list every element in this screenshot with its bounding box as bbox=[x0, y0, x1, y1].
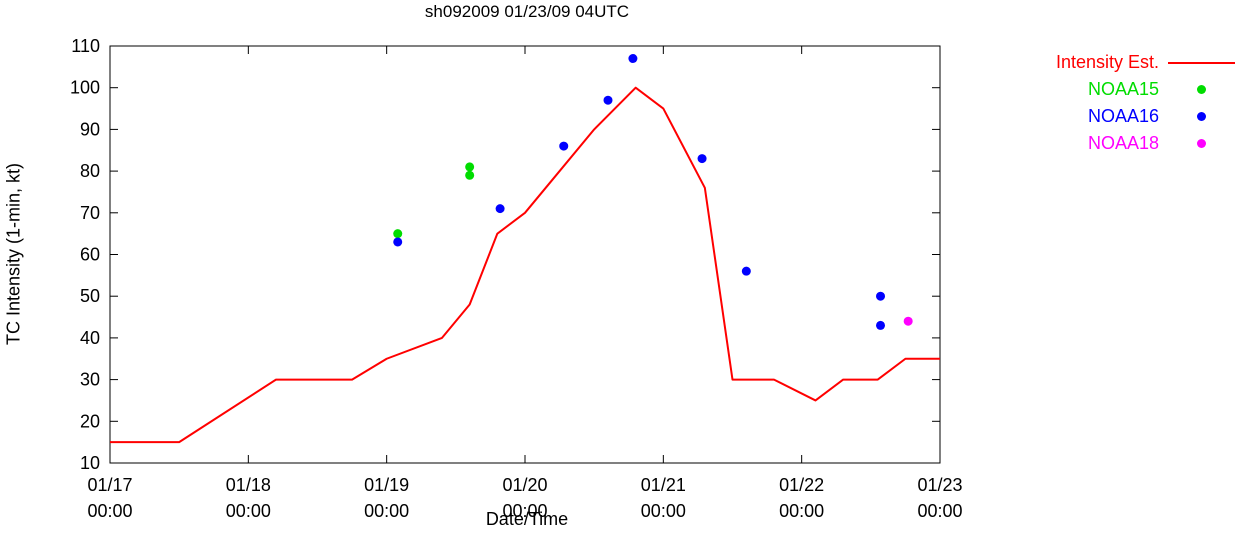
legend-label-noaa15: NOAA15 bbox=[1087, 79, 1159, 99]
x-tick-date: 01/23 bbox=[917, 475, 962, 495]
x-tick-time: 00:00 bbox=[779, 501, 824, 521]
noaa16-point bbox=[697, 154, 707, 164]
noaa15-point bbox=[465, 170, 475, 180]
legend-label-noaa16: NOAA16 bbox=[1087, 106, 1159, 126]
legend-item-noaa15: NOAA15 bbox=[1056, 76, 1235, 103]
noaa16-point bbox=[876, 291, 886, 301]
x-tick-time: 00:00 bbox=[87, 501, 132, 521]
legend-label-noaa18: NOAA18 bbox=[1087, 133, 1159, 153]
legend-dot-marker bbox=[1197, 139, 1206, 148]
y-tick-label: 60 bbox=[80, 245, 100, 265]
legend-item-noaa16: NOAA16 bbox=[1056, 103, 1235, 130]
noaa18-point bbox=[903, 316, 913, 326]
legend-dot-marker bbox=[1197, 112, 1206, 121]
noaa16-point bbox=[741, 266, 751, 276]
noaa16-point bbox=[559, 141, 569, 151]
y-tick-label: 90 bbox=[80, 119, 100, 139]
x-tick-time: 00:00 bbox=[641, 501, 686, 521]
noaa15-point bbox=[465, 162, 475, 172]
noaa18-dot-sample bbox=[1168, 130, 1235, 157]
noaa16-dot-sample bbox=[1168, 103, 1235, 130]
x-tick-date: 01/18 bbox=[226, 475, 271, 495]
x-tick-time: 00:00 bbox=[364, 501, 409, 521]
y-tick-label: 20 bbox=[80, 411, 100, 431]
y-tick-label: 80 bbox=[80, 161, 100, 181]
noaa15-dot-sample bbox=[1168, 76, 1235, 103]
red-line-sample bbox=[1168, 49, 1235, 76]
x-tick-time: 00:00 bbox=[502, 501, 547, 521]
noaa16-point bbox=[393, 237, 403, 247]
legend: Intensity Est. NOAA15 NOAA16 NOAA18 bbox=[1056, 49, 1235, 157]
y-tick-label: 30 bbox=[80, 370, 100, 390]
x-tick-date: 01/20 bbox=[502, 475, 547, 495]
x-tick-date: 01/21 bbox=[641, 475, 686, 495]
x-tick-date: 01/19 bbox=[364, 475, 409, 495]
noaa16-point bbox=[603, 95, 613, 105]
y-tick-label: 100 bbox=[70, 78, 100, 98]
x-tick-time: 00:00 bbox=[917, 501, 962, 521]
x-axis-label: Date/Time bbox=[485, 509, 569, 529]
intensity-line bbox=[110, 86, 940, 444]
y-tick-label: 40 bbox=[80, 328, 100, 348]
y-tick-label: 50 bbox=[80, 286, 100, 306]
x-tick-date: 01/22 bbox=[779, 475, 824, 495]
noaa15-point bbox=[393, 229, 403, 239]
y-tick-label: 10 bbox=[80, 453, 100, 473]
y-tick-label: 110 bbox=[71, 36, 100, 56]
x-tick-date: 01/17 bbox=[87, 475, 132, 495]
noaa16-point bbox=[495, 204, 505, 214]
noaa16-point bbox=[876, 320, 886, 330]
y-tick-label: 70 bbox=[80, 203, 100, 223]
legend-line-marker bbox=[1168, 61, 1235, 64]
chart-title: sh092009 01/23/09 04UTC bbox=[424, 2, 630, 21]
y-axis-label: TC Intensity (1-min, kt) bbox=[3, 162, 24, 346]
legend-item-intensity-est: Intensity Est. bbox=[1056, 49, 1235, 76]
legend-dot-marker bbox=[1197, 85, 1206, 94]
x-tick-time: 00:00 bbox=[226, 501, 271, 521]
noaa16-point bbox=[628, 54, 638, 64]
legend-label-intensity-est: Intensity Est. bbox=[1055, 52, 1159, 72]
legend-item-noaa18: NOAA18 bbox=[1056, 130, 1235, 157]
